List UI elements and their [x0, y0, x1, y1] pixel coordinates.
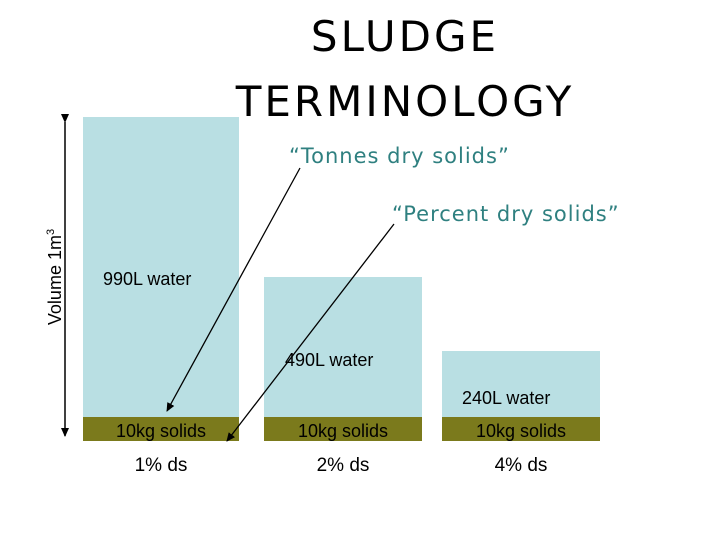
tank-3-solids-label: 10kg solids [475, 421, 567, 441]
tank-1-ds-label: 1% ds [134, 455, 188, 476]
tank-1-water [83, 117, 239, 417]
callout-percent-dry-solids: “Percent dry solids” [392, 202, 620, 226]
volume-axis-superscript: 3 [45, 228, 57, 236]
tank-3-ds-label: 4% ds [494, 455, 548, 476]
title-line-1: SLUDGE [310, 12, 500, 61]
tank-1-solids [83, 417, 239, 441]
tank-2-ds-label: 2% ds [316, 455, 370, 476]
tank-1-water-label: 990L water [103, 269, 192, 289]
tank-3-solids [442, 417, 600, 441]
tank-2-solids-label: 10kg solids [297, 421, 389, 441]
tank-3-water-label: 240L water [462, 388, 551, 408]
volume-axis-label: Volume 1m3 [45, 224, 65, 330]
callout-tonnes-dry-solids: “Tonnes dry solids” [289, 144, 510, 168]
tank-1-solids-label: 10kg solids [115, 421, 207, 441]
volume-axis-text: Volume 1m [45, 235, 65, 326]
tank-2-solids [264, 417, 422, 441]
tank-2-water [264, 277, 422, 417]
title-line-2: TERMINOLOGY [235, 77, 575, 126]
tank-2-water-label: 490L water [285, 350, 374, 370]
percent-callout-arrow [226, 223, 395, 442]
tank-3-water [442, 351, 600, 417]
tonnes-callout-arrow [166, 167, 301, 412]
